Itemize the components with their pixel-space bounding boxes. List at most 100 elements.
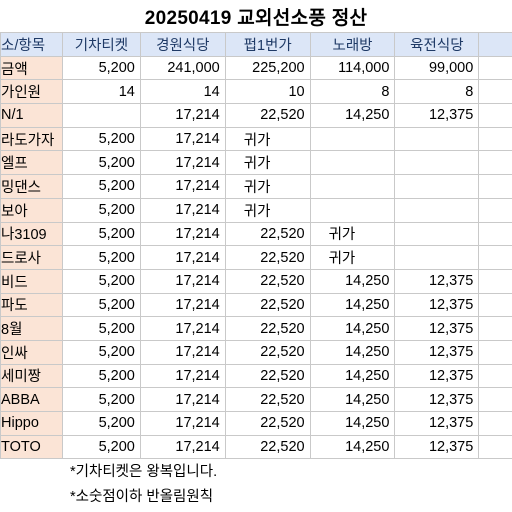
value-cell[interactable]: 5,200	[61, 268, 141, 294]
text-cell[interactable]	[478, 55, 512, 81]
value-cell[interactable]: 5,200	[61, 174, 141, 199]
text-cell[interactable]: 귀가	[309, 245, 396, 270]
value-cell[interactable]: 14,250	[309, 292, 396, 318]
value-cell[interactable]: 17,214	[139, 411, 226, 436]
value-cell[interactable]: 10	[224, 79, 311, 105]
value-cell[interactable]: 14,250	[309, 434, 396, 460]
value-cell[interactable]: 71	[478, 363, 512, 389]
row-label-cell[interactable]: 가인원	[0, 79, 63, 105]
row-label-cell[interactable]: 파도	[0, 292, 63, 318]
value-cell[interactable]: 17,214	[139, 316, 226, 341]
value-cell[interactable]: 14,250	[309, 103, 396, 128]
value-cell[interactable]: 5,200	[61, 150, 141, 176]
value-cell[interactable]: 22,520	[224, 363, 311, 389]
row-label-cell[interactable]: 밍댄스	[0, 174, 63, 199]
value-cell[interactable]: 12,375	[394, 268, 480, 294]
value-cell[interactable]: 12,375	[394, 387, 480, 412]
value-cell[interactable]: 5,200	[61, 339, 141, 365]
value-cell[interactable]: 17,214	[139, 103, 226, 128]
value-cell[interactable]: 5,200	[61, 387, 141, 412]
row-label-cell[interactable]: 드로사	[0, 245, 63, 270]
text-cell[interactable]: 귀가	[309, 221, 396, 247]
value-cell[interactable]: 5,200	[61, 434, 141, 460]
value-cell[interactable]: 12,375	[394, 363, 480, 389]
text-cell[interactable]	[61, 103, 141, 128]
value-cell[interactable]: 22,520	[224, 221, 311, 247]
value-cell[interactable]: 5,200	[61, 292, 141, 318]
column-header[interactable]: 기차티켓	[61, 32, 141, 57]
value-cell[interactable]: 22,520	[224, 245, 311, 270]
value-cell[interactable]: 12,375	[394, 316, 480, 341]
value-cell[interactable]: 22,520	[224, 268, 311, 294]
column-header[interactable]: 기	[478, 32, 512, 57]
value-cell[interactable]: 71	[478, 434, 512, 460]
value-cell[interactable]: 71	[478, 316, 512, 341]
value-cell[interactable]: 5,200	[61, 245, 141, 270]
value-cell[interactable]: 8	[309, 79, 396, 105]
text-cell[interactable]: 귀가	[224, 126, 311, 152]
value-cell[interactable]: 17,214	[139, 292, 226, 318]
row-label-cell[interactable]: 라도가자	[0, 126, 63, 152]
value-cell[interactable]: 22,520	[224, 411, 311, 436]
text-cell[interactable]	[394, 174, 480, 199]
value-cell[interactable]: 14	[139, 79, 226, 105]
value-cell[interactable]: 71	[478, 411, 512, 436]
text-cell[interactable]	[309, 174, 396, 199]
value-cell[interactable]: 5,200	[61, 126, 141, 152]
value-cell[interactable]: 17,214	[139, 387, 226, 412]
value-cell[interactable]: 14,250	[309, 316, 396, 341]
value-cell[interactable]: 12,375	[394, 339, 480, 365]
value-cell[interactable]: 71	[478, 339, 512, 365]
value-cell[interactable]: 17,214	[139, 434, 226, 460]
row-label-cell[interactable]: TOTO	[0, 434, 63, 460]
value-cell[interactable]: 17,214	[139, 221, 226, 247]
value-cell[interactable]: 17,214	[139, 245, 226, 270]
column-header[interactable]: 소/항목	[0, 32, 63, 57]
column-header[interactable]: 경원식당	[139, 32, 226, 57]
value-cell[interactable]: 5,200	[61, 197, 141, 223]
value-cell[interactable]: 14,250	[309, 387, 396, 412]
text-cell[interactable]: 귀가	[224, 197, 311, 223]
value-cell[interactable]: 22,520	[224, 292, 311, 318]
value-cell[interactable]: 22	[478, 126, 512, 152]
text-cell[interactable]: 귀가	[224, 150, 311, 176]
value-cell[interactable]: 22	[478, 150, 512, 176]
text-cell[interactable]	[309, 126, 396, 152]
text-cell[interactable]	[394, 126, 480, 152]
value-cell[interactable]: 44	[478, 245, 512, 270]
value-cell[interactable]: 14,250	[309, 268, 396, 294]
row-label-cell[interactable]: N/1	[0, 103, 63, 128]
value-cell[interactable]: 99,000	[394, 55, 480, 81]
row-label-cell[interactable]: 나3109	[0, 221, 63, 247]
text-cell[interactable]	[478, 103, 512, 128]
text-cell[interactable]	[394, 150, 480, 176]
text-cell[interactable]: 귀가	[224, 174, 311, 199]
value-cell[interactable]: 44	[478, 221, 512, 247]
value-cell[interactable]: 14	[61, 79, 141, 105]
value-cell[interactable]: 22,520	[224, 339, 311, 365]
value-cell[interactable]: 17,214	[139, 174, 226, 199]
value-cell[interactable]: 22,520	[224, 434, 311, 460]
value-cell[interactable]: 241,000	[139, 55, 226, 81]
value-cell[interactable]: 71	[478, 387, 512, 412]
value-cell[interactable]: 5,200	[61, 411, 141, 436]
value-cell[interactable]: 5,200	[61, 363, 141, 389]
row-label-cell[interactable]: 8월	[0, 316, 63, 341]
value-cell[interactable]: 17,214	[139, 363, 226, 389]
text-cell[interactable]	[394, 221, 480, 247]
column-header[interactable]: 펍1번가	[224, 32, 311, 57]
text-cell[interactable]	[478, 79, 512, 105]
value-cell[interactable]: 71	[478, 292, 512, 318]
value-cell[interactable]: 14,250	[309, 339, 396, 365]
value-cell[interactable]: 12,375	[394, 103, 480, 128]
row-label-cell[interactable]: 세미짱	[0, 363, 63, 389]
column-header[interactable]: 노래방	[309, 32, 396, 57]
value-cell[interactable]: 17,214	[139, 126, 226, 152]
value-cell[interactable]: 22	[478, 197, 512, 223]
value-cell[interactable]: 5,200	[61, 316, 141, 341]
row-label-cell[interactable]: 금액	[0, 55, 63, 81]
row-label-cell[interactable]: 엘프	[0, 150, 63, 176]
row-label-cell[interactable]: 보아	[0, 197, 63, 223]
value-cell[interactable]: 12,375	[394, 292, 480, 318]
value-cell[interactable]: 22	[478, 174, 512, 199]
